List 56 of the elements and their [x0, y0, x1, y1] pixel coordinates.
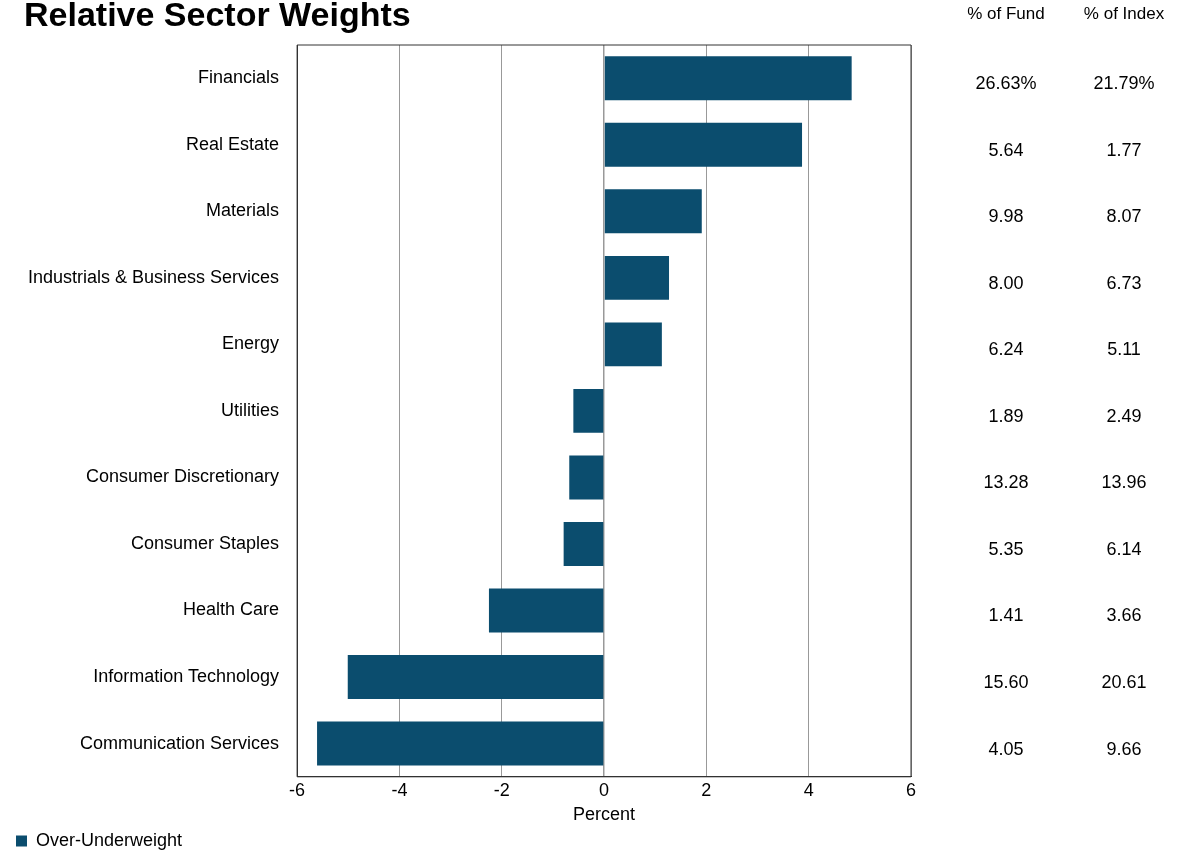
text: 6.24: [988, 339, 1024, 360]
text: 20.61: [1101, 671, 1147, 692]
text: 21.79%: [1093, 73, 1155, 94]
text: 5.11: [1107, 339, 1141, 360]
x-tick-label: 2: [701, 779, 712, 800]
bar: [604, 322, 662, 367]
y-tick-label: Health Care: [183, 599, 280, 620]
text: 15.60: [983, 671, 1029, 692]
text: 5.64: [988, 139, 1024, 160]
bar: [604, 56, 852, 101]
bar: [604, 189, 702, 234]
bar: [317, 721, 604, 766]
text: 1.77: [1106, 139, 1142, 160]
bar: [569, 455, 604, 500]
x-tick-label: -2: [493, 779, 510, 800]
bar: [604, 122, 803, 167]
text: 13.28: [983, 472, 1029, 493]
text: 8.00: [988, 272, 1024, 293]
bar: [488, 588, 604, 633]
text: 3.66: [1106, 605, 1142, 626]
y-tick-label: Information Technology: [93, 665, 280, 686]
text: 26.63%: [975, 73, 1037, 94]
text: 9.98: [988, 206, 1024, 227]
bar: [347, 655, 604, 699]
bar: [604, 255, 670, 300]
text: 1.89: [988, 405, 1024, 426]
y-tick-label: Materials: [206, 200, 280, 221]
y-tick-label: Real Estate: [186, 133, 280, 154]
text: 9.66: [1106, 738, 1142, 759]
text: % of Fund: [967, 3, 1045, 23]
y-tick-label: Financials: [198, 67, 280, 88]
y-tick-label: Energy: [222, 333, 280, 354]
text: 4.05: [988, 738, 1024, 759]
y-tick-label: Industrials & Business Services: [27, 266, 280, 287]
text: 5.35: [988, 538, 1024, 559]
y-tick-label: Consumer Discretionary: [86, 466, 280, 487]
text: 8.07: [1106, 206, 1142, 227]
bar: [573, 388, 604, 433]
text: 6.14: [1106, 538, 1142, 559]
legend-label: Over-Underweight: [36, 829, 183, 850]
y-tick-label: Utilities: [221, 399, 280, 420]
x-tick-label: 4: [803, 779, 814, 800]
x-tick-label: -6: [289, 779, 306, 800]
text: 13.96: [1101, 472, 1147, 493]
text: 6.73: [1106, 272, 1142, 293]
text: 2.49: [1106, 405, 1142, 426]
text: % of Index: [1083, 3, 1165, 23]
x-tick-label: 0: [599, 779, 610, 800]
x-tick-label: 6: [905, 779, 917, 800]
y-tick-label: Consumer Staples: [131, 532, 280, 553]
bar: [563, 522, 604, 566]
text: 1.41: [988, 605, 1024, 626]
x-axis-title: Percent: [573, 804, 636, 825]
chart-title: Relative Sector Weights: [24, 0, 411, 34]
x-tick-label: -4: [391, 779, 408, 800]
y-tick-label: Communication Services: [80, 732, 280, 753]
